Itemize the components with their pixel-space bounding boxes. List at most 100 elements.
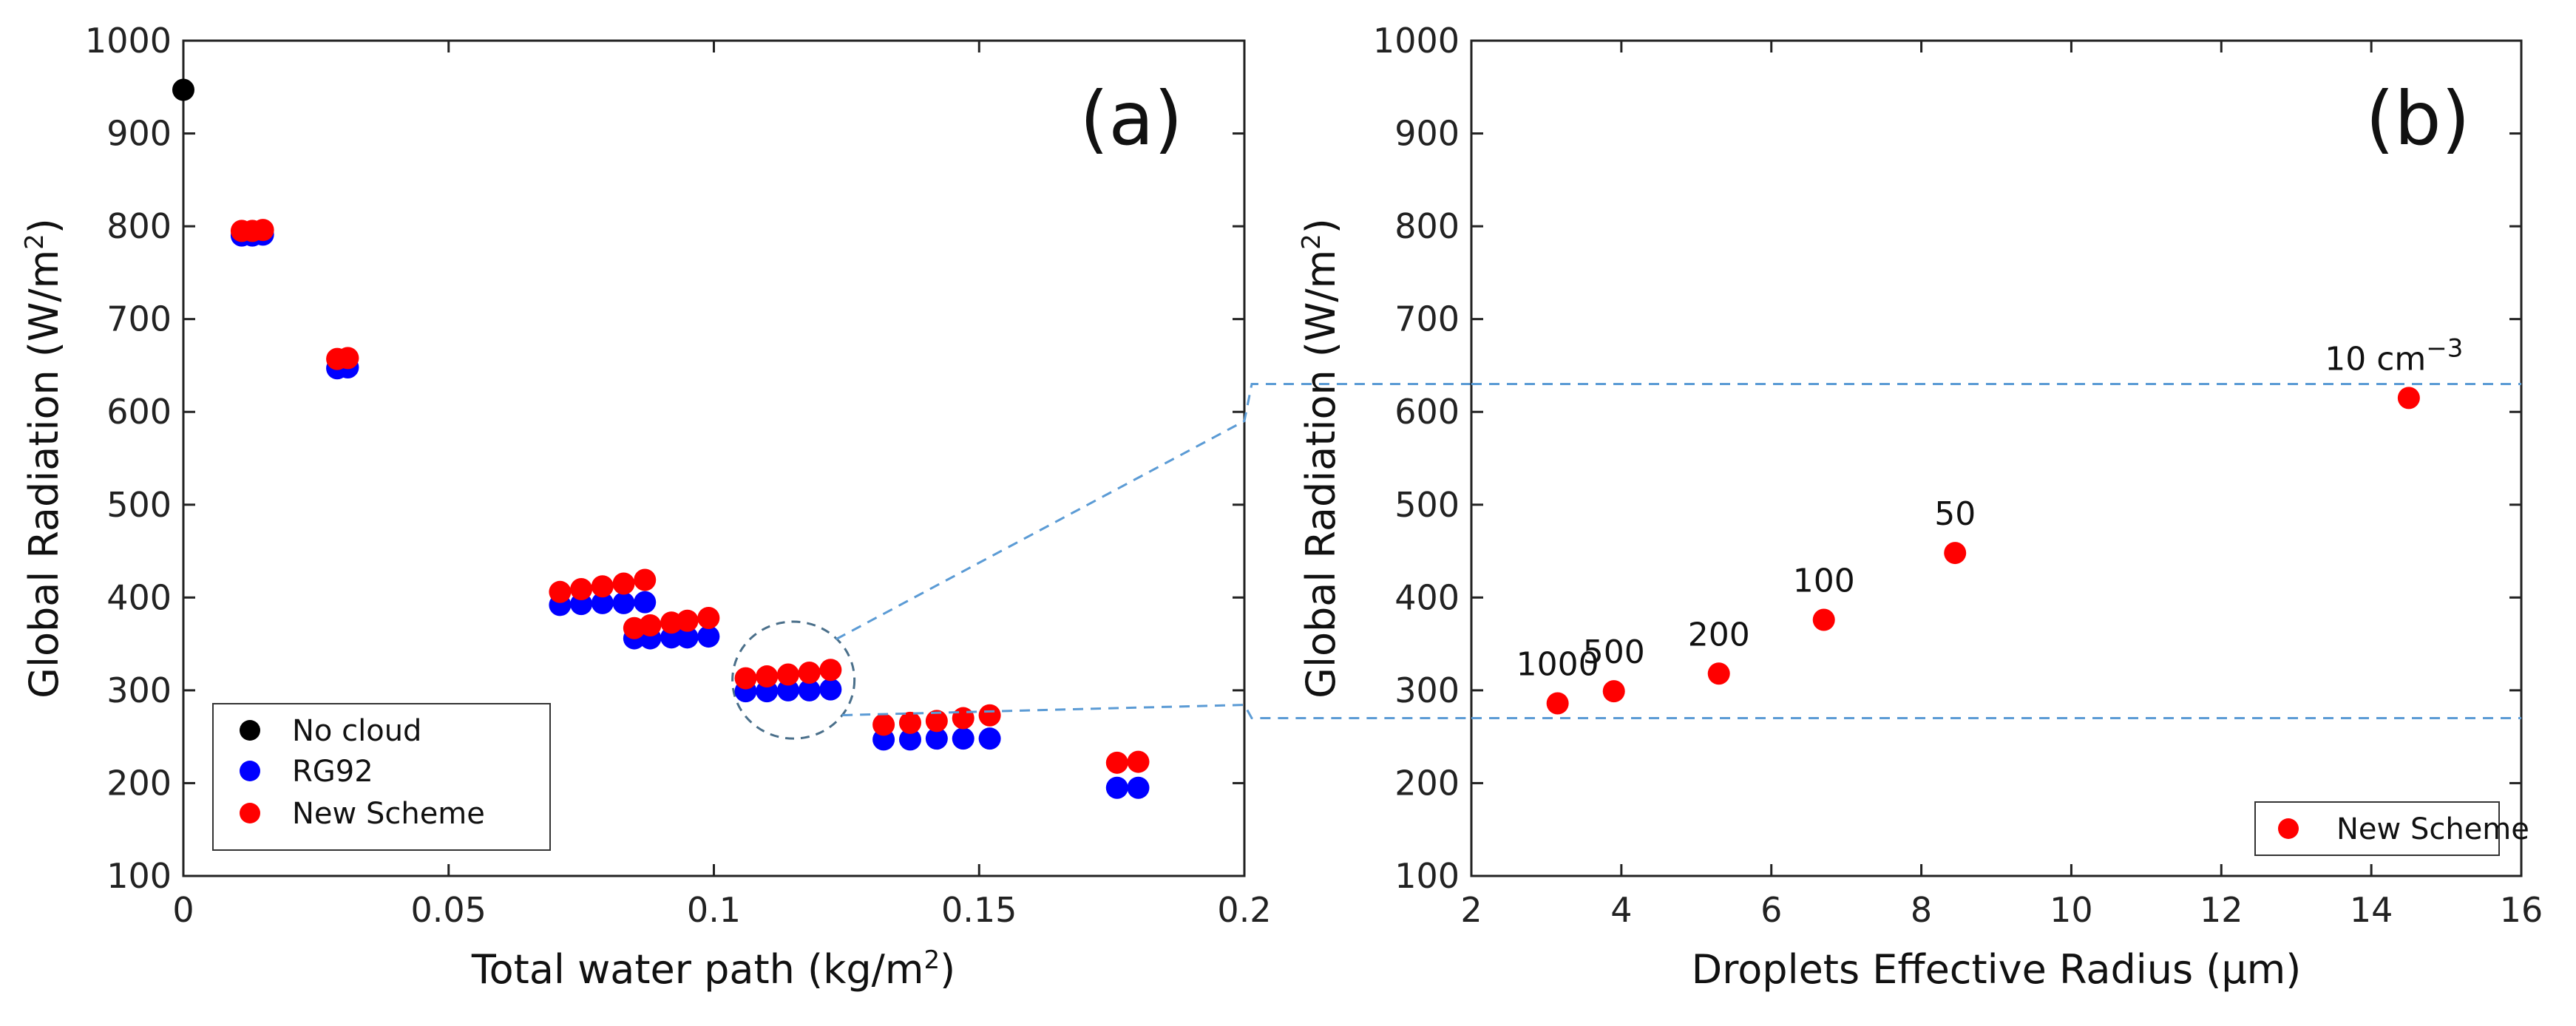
panel-b-x-tick-label: 12 <box>2200 890 2243 930</box>
no-cloud-point <box>172 78 194 101</box>
new-scheme-point <box>676 609 699 632</box>
rg92-point <box>952 727 975 750</box>
new-scheme-point <box>549 580 572 603</box>
legend-new-scheme-label: New Scheme <box>292 797 485 831</box>
panel-a-y-tick-label: 200 <box>106 763 172 803</box>
new-scheme-point <box>1707 662 1730 685</box>
new-scheme-point <box>612 572 635 595</box>
new-scheme-point <box>1944 542 1967 565</box>
panel-b-plot-area <box>1470 39 2523 877</box>
legend-no-cloud-marker <box>240 720 260 741</box>
panel-b-x-tick-label: 8 <box>1911 890 1932 930</box>
panel-a-y-tick-label: 700 <box>106 299 172 339</box>
new-scheme-point <box>819 659 842 682</box>
rg92-point <box>634 591 657 614</box>
zoom-guide-upper <box>835 383 1471 641</box>
panel-b-x-tick-label: 6 <box>1760 890 1782 930</box>
panel-b-y-tick-label: 100 <box>1394 856 1460 896</box>
panel-b-tag: (b) <box>2365 75 2470 162</box>
rg92-point <box>1105 776 1128 799</box>
new-scheme-point <box>798 662 821 684</box>
new-scheme-point <box>251 219 274 242</box>
panel-b-y-tick-label: 500 <box>1394 485 1460 525</box>
panel-a-y-tick-label: 1000 <box>85 21 172 61</box>
panel-a-x-axis-title: Total water path (kg/m2) <box>471 945 955 993</box>
panel-b-y-tick-label: 700 <box>1394 299 1460 339</box>
rg92-point <box>591 591 614 614</box>
panel-b-x-tick-label: 2 <box>1460 890 1482 930</box>
rg92-point <box>612 591 635 614</box>
panel-a: 0 0.05 0.1 0.15 0.2 100 200 300 400 500 600 700 800 9… <box>20 21 1272 993</box>
point-label: 200 <box>1688 616 1750 653</box>
rg92-point <box>978 727 1001 750</box>
panel-a-marks <box>172 78 1150 799</box>
panel-a-y-tick-label: 100 <box>106 856 172 896</box>
new-scheme-point <box>1105 751 1128 774</box>
panel-a-y-tick-label: 800 <box>106 206 172 246</box>
new-scheme-point <box>898 711 921 734</box>
panel-b-y-tick-label: 1000 <box>1373 21 1460 61</box>
rg92-point <box>776 679 799 701</box>
legend-b-new-scheme-marker <box>2278 818 2299 839</box>
panel-a-x-tick-label: 0.2 <box>1217 890 1271 930</box>
rg92-point <box>819 678 842 701</box>
panel-a-y-tick-label: 600 <box>106 392 172 432</box>
panel-a-x-tick-label: 0 <box>172 890 194 930</box>
new-scheme-point <box>2397 387 2420 410</box>
panel-b-ticks: 2 4 6 8 10 12 14 16 100 200 300 400 500 600 700 800 900 1… <box>1373 21 2543 930</box>
legend-no-cloud-label: No cloud <box>292 714 421 748</box>
new-scheme-point <box>776 663 799 686</box>
panel-a-x-tick-label: 0.05 <box>411 890 487 930</box>
new-scheme-point <box>591 575 614 598</box>
panel-b-y-axis-title: Global Radiation (W/m2) <box>1297 218 1344 699</box>
new-scheme-point <box>634 568 657 591</box>
point-label: 10 cm−3 <box>2325 333 2463 378</box>
new-scheme-point <box>952 707 975 730</box>
panel-a-y-tick-label: 400 <box>106 577 172 617</box>
panel-b-x-tick-label: 10 <box>2050 890 2093 930</box>
legend-rg92-label: RG92 <box>292 755 373 789</box>
rg92-point <box>697 625 720 648</box>
panel-b: 2 4 6 8 10 12 14 16 100 200 300 400 500 600 700 800 900 1… <box>1297 21 2543 993</box>
new-scheme-point <box>570 578 593 601</box>
panel-a-x-tick-label: 0.1 <box>687 890 741 930</box>
panel-b-y-tick-label: 600 <box>1394 392 1460 432</box>
panel-b-x-axis-title: Droplets Effective Radius (μm) <box>1692 946 2302 993</box>
point-label: 500 <box>1583 633 1645 671</box>
panel-a-y-tick-label: 500 <box>106 485 172 525</box>
rg92-point <box>925 727 948 750</box>
panel-b-x-tick-label: 4 <box>1610 890 1632 930</box>
new-scheme-point <box>1127 750 1150 773</box>
new-scheme-point <box>697 606 720 629</box>
new-scheme-point <box>336 347 359 370</box>
panel-b-legend: New Scheme <box>2254 801 2529 856</box>
new-scheme-point <box>925 710 948 733</box>
new-scheme-point <box>756 665 779 688</box>
panel-a-y-tick-label: 300 <box>106 670 172 710</box>
new-scheme-point <box>872 713 895 736</box>
rg92-point <box>676 626 699 649</box>
panel-b-y-tick-label: 800 <box>1394 206 1460 246</box>
panel-b-x-tick-label: 16 <box>2500 890 2543 930</box>
panel-a-y-tick-label: 900 <box>106 114 172 154</box>
zoom-guide-lower <box>842 704 1471 720</box>
rg92-point <box>798 679 821 701</box>
panel-b-x-tick-label: 14 <box>2350 890 2393 930</box>
panel-a-ticks: 0 0.05 0.1 0.15 0.2 100 200 300 400 500 600 700 800 9… <box>85 21 1272 930</box>
legend-rg92-marker <box>240 761 260 781</box>
new-scheme-point <box>1812 608 1835 631</box>
panel-a-y-axis-title: Global Radiation (W/m2) <box>20 218 67 699</box>
legend-b-new-scheme-label: New Scheme <box>2336 812 2529 846</box>
panel-a-legend-box <box>212 703 551 851</box>
legend-new-scheme-marker <box>240 803 260 823</box>
panel-b-y-tick-label: 400 <box>1394 577 1460 617</box>
zoom-ellipse <box>731 620 856 740</box>
panel-a-legend: No cloud RG92 New Scheme <box>212 703 551 851</box>
new-scheme-point <box>734 667 757 690</box>
rg92-point <box>1127 776 1150 799</box>
new-scheme-point <box>1602 680 1625 703</box>
panel-b-y-tick-label: 300 <box>1394 670 1460 710</box>
new-scheme-point <box>1546 692 1569 715</box>
panel-a-x-tick-label: 0.15 <box>941 890 1017 930</box>
